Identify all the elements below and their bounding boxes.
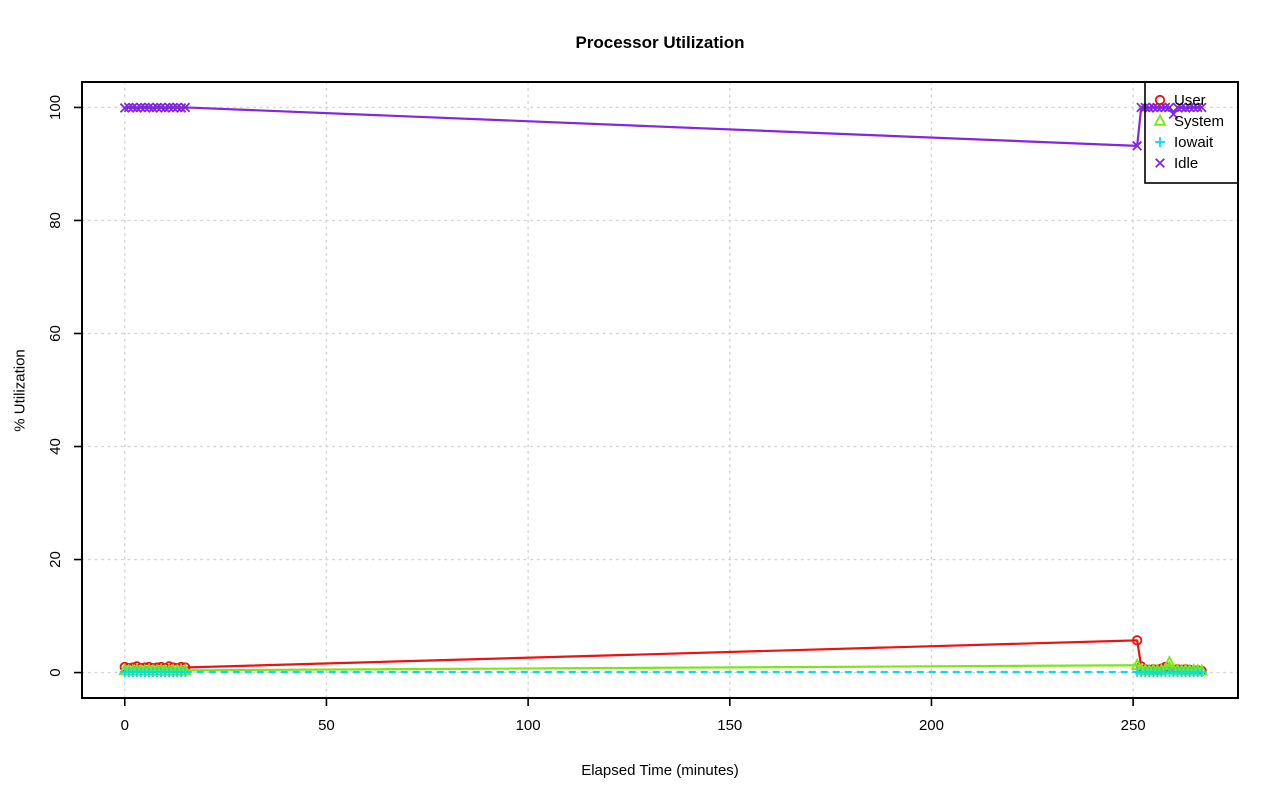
data-point-plus (1196, 667, 1207, 678)
data-point-x (1155, 158, 1165, 168)
data-point-x (1164, 102, 1175, 113)
data-point-triangle (1153, 113, 1167, 126)
chart-title: Processor Utilization (575, 33, 745, 52)
data-point-circle (1132, 635, 1143, 646)
data-point-x (139, 102, 150, 113)
x-tick-label: 0 (121, 717, 129, 734)
data-point-x (1132, 140, 1143, 151)
plot-border (81, 81, 1239, 699)
data-point-x (164, 102, 175, 113)
data-point-x (1148, 102, 1159, 113)
data-point-x (1188, 102, 1199, 113)
data-point-plus (180, 667, 191, 678)
x-tick-label: 150 (717, 717, 742, 734)
legend-box (1144, 81, 1239, 184)
legend-label-system: System (1174, 113, 1224, 130)
data-point-x (1136, 102, 1147, 113)
y-tick-label: 60 (47, 325, 64, 342)
data-point-x (1192, 102, 1203, 113)
data-point-plus (1155, 137, 1165, 147)
data-point-x (168, 102, 179, 113)
x-tick-label: 50 (318, 717, 335, 734)
data-point-x (135, 102, 146, 113)
data-point-triangle (1163, 655, 1176, 668)
data-point-x (152, 102, 162, 113)
data-point-x (1172, 102, 1183, 113)
x-tick-label: 200 (919, 717, 944, 734)
data-point-x (1160, 102, 1171, 113)
data-point-circle (1154, 94, 1166, 106)
data-point-x (1196, 102, 1207, 113)
x-axis-title: Elapsed Time (minutes) (581, 762, 739, 779)
x-tick-label: 100 (516, 717, 541, 734)
data-point-x (1184, 102, 1195, 113)
legend-label-iowait: Iowait (1174, 134, 1214, 151)
data-point-x (123, 102, 134, 113)
series-line-idle (124, 106, 1202, 147)
y-tick-label: 0 (47, 668, 64, 676)
y-tick-label: 80 (47, 212, 64, 229)
data-point-x (180, 102, 191, 113)
legend-label-user: User (1174, 92, 1206, 109)
x-tick-label: 250 (1121, 717, 1146, 734)
y-tick-label: 40 (47, 438, 64, 455)
y-tick-label: 20 (47, 551, 64, 568)
data-point-x (1168, 109, 1179, 120)
legend-label-idle: Idle (1174, 155, 1198, 172)
y-tick-label: 100 (47, 95, 64, 120)
